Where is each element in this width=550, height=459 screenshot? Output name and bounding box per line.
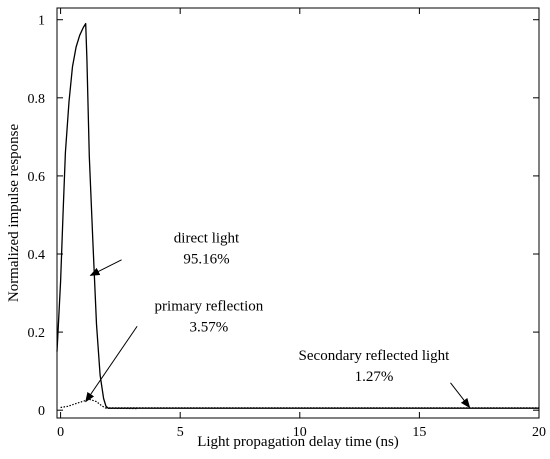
annotation-text: direct light [174, 230, 240, 246]
annotation-text: 95.16% [183, 251, 229, 267]
y-tick-label: 0 [38, 404, 45, 419]
x-tick-label: 0 [57, 425, 64, 440]
plot-frame [56, 7, 540, 419]
x-tick-label: 5 [177, 425, 184, 440]
series-line-1 [56, 22, 539, 409]
y-tick-label: 0.2 [28, 326, 46, 341]
annotation-text: primary reflection [155, 299, 264, 315]
x-tick-label: 10 [293, 425, 307, 440]
y-tick-label: 1 [38, 14, 45, 29]
y-axis-label: Normalized impulse response [6, 124, 22, 303]
y-axis-ticks: 0 0.2 0.4 0.6 0.8 1 [28, 14, 539, 419]
series-line-2 [60, 398, 138, 410]
x-tick-label: 15 [412, 425, 426, 440]
y-tick-label: 0.6 [28, 170, 46, 185]
x-axis-ticks: 0 5 10 15 20 [57, 8, 546, 440]
annotation-arrow [85, 325, 138, 403]
annotation-text: Secondary reflected light [299, 348, 451, 364]
annotation-text: 1.27% [355, 369, 394, 385]
annotation-arrow [450, 382, 471, 409]
annotations-layer: direct light 95.16% primary reflection 3.57… [85, 230, 471, 409]
annotation-arrow [89, 259, 122, 276]
y-tick-label: 0.4 [28, 248, 46, 263]
annotation-text: 3.57% [190, 320, 229, 336]
x-axis-label: Light propagation delay time (ns) [197, 434, 399, 450]
x-tick-label: 20 [532, 425, 546, 440]
y-tick-label: 0.8 [28, 92, 46, 107]
